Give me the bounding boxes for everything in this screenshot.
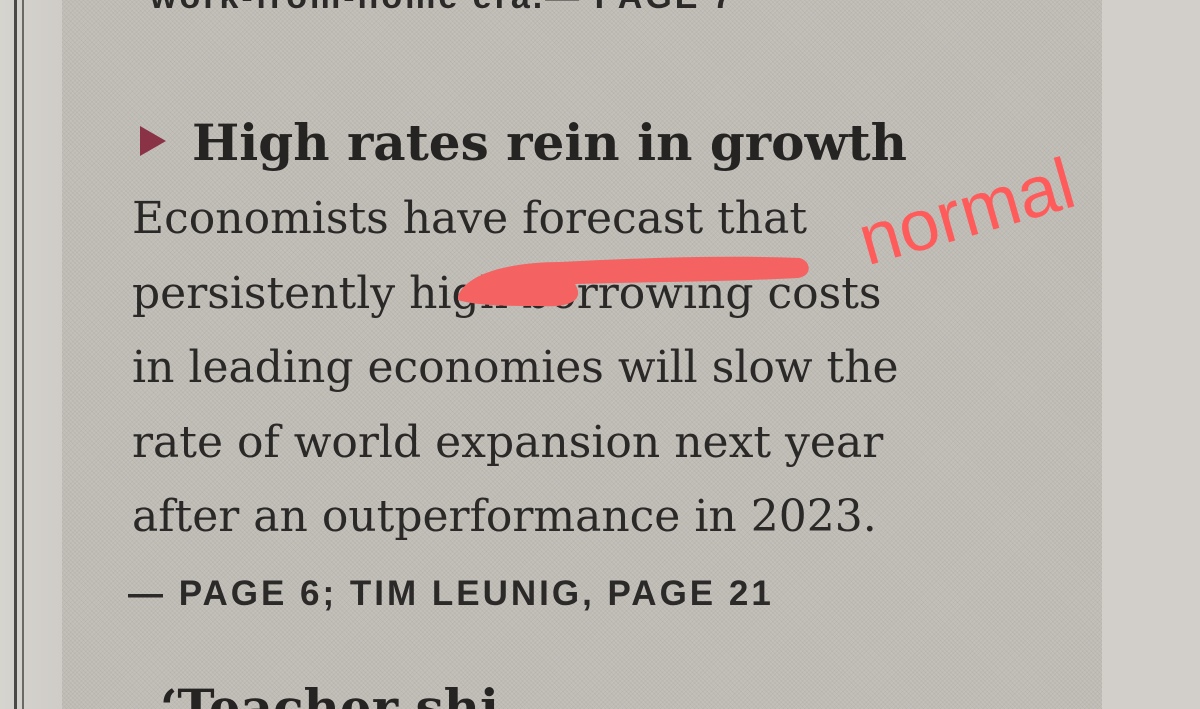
page-credit: — PAGE 6; TIM LEUNIG, PAGE 21 [128, 574, 774, 613]
body-line-5: after an outperformance in 2023. [132, 491, 877, 542]
column-rule-secondary [22, 0, 24, 709]
column-rule [14, 0, 17, 709]
body-line-3: in leading economies will slow the [132, 342, 899, 393]
shaded-news-box [62, 0, 1102, 709]
right-page-margin [1102, 0, 1200, 709]
bullet-arrow-icon [140, 126, 166, 156]
next-item-fragment: ‘Teacher shi... [160, 678, 552, 709]
strikethrough-mark [458, 256, 809, 307]
headline: High rates rein in growth [192, 113, 907, 172]
left-page-margin [0, 0, 62, 709]
body-line-4: rate of world expansion next year [132, 416, 884, 468]
body-line-1: Economists have forecast that [132, 193, 808, 244]
previous-item-tail: work-from-home era.— PAGE 7 [150, 0, 735, 17]
body-word-persistently: persistently [132, 267, 396, 319]
